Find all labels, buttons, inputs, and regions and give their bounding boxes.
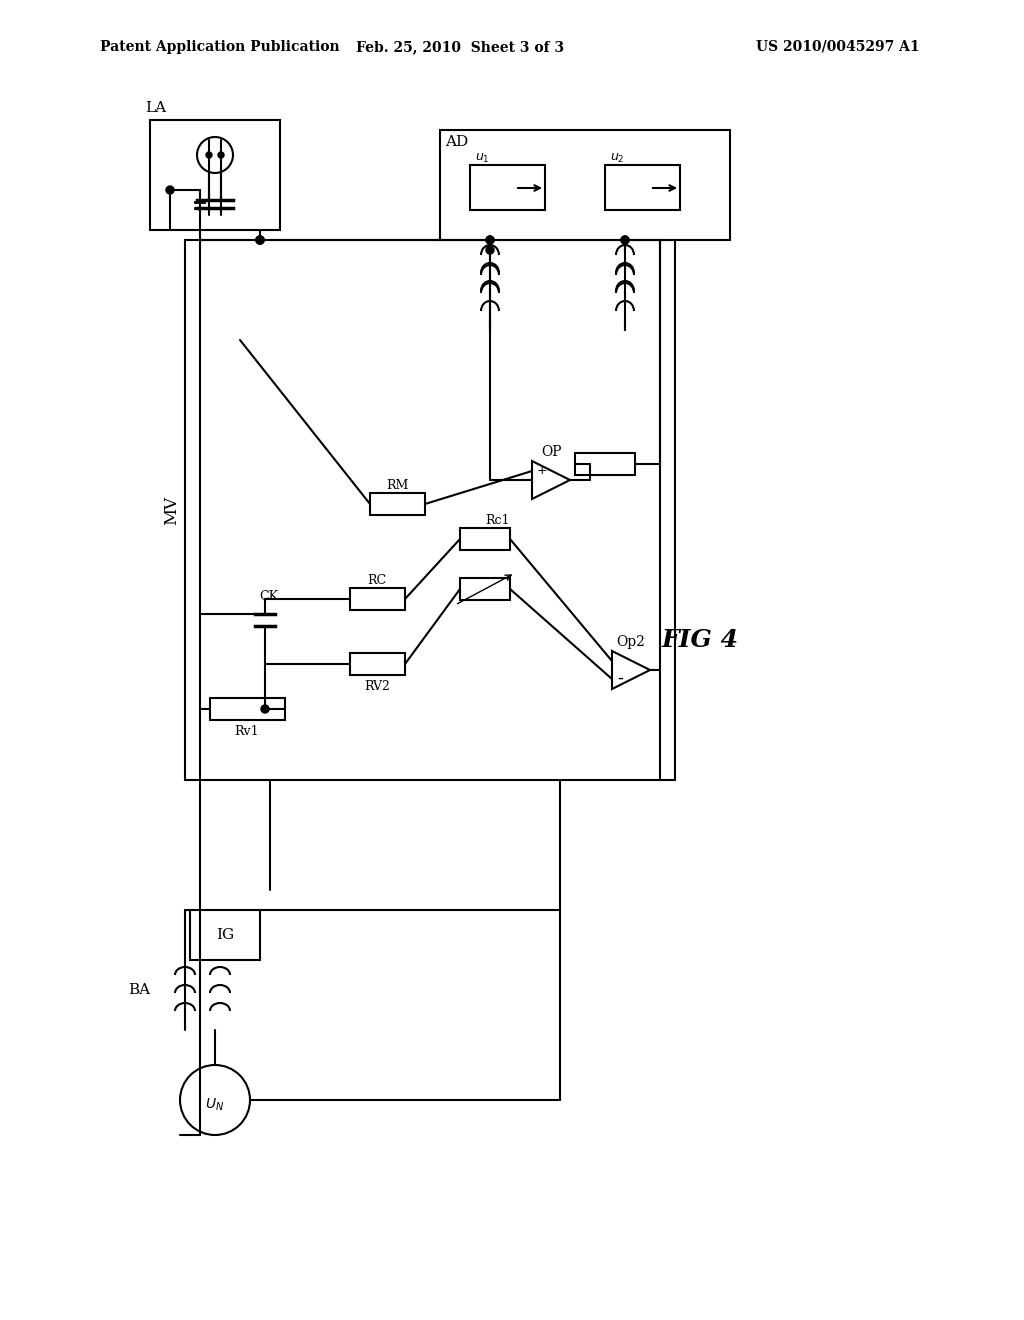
Text: LA: LA (145, 102, 166, 115)
Bar (150, 120, 280, 230)
Circle shape (486, 236, 494, 244)
Text: RC: RC (368, 574, 387, 587)
Circle shape (206, 152, 212, 158)
Text: Feb. 25, 2010  Sheet 3 of 3: Feb. 25, 2010 Sheet 3 of 3 (356, 40, 564, 54)
Text: OP: OP (541, 445, 561, 459)
Text: IG: IG (216, 928, 234, 942)
Text: Rv1: Rv1 (234, 725, 259, 738)
Text: Patent Application Publication: Patent Application Publication (100, 40, 340, 54)
Bar (575, 453, 635, 475)
Bar (350, 587, 406, 610)
Circle shape (256, 236, 264, 244)
Circle shape (256, 236, 264, 244)
Circle shape (166, 186, 174, 194)
Bar (440, 129, 730, 240)
Text: $u_1$: $u_1$ (475, 152, 489, 165)
Bar (185, 240, 675, 780)
Bar (470, 165, 545, 210)
Text: RM: RM (386, 479, 409, 492)
Text: BA: BA (128, 983, 150, 997)
Bar (460, 578, 510, 601)
Bar (460, 528, 510, 550)
Text: $u_2$: $u_2$ (610, 152, 625, 165)
Bar (350, 653, 406, 675)
Text: -: - (617, 669, 623, 686)
Circle shape (261, 705, 269, 713)
Text: CK: CK (259, 590, 279, 603)
Text: Rc1: Rc1 (485, 513, 510, 527)
Bar (190, 909, 260, 960)
Bar (605, 165, 680, 210)
Circle shape (256, 236, 264, 244)
Circle shape (486, 236, 494, 244)
Text: +: + (537, 463, 548, 477)
Bar (370, 492, 425, 515)
Text: AD: AD (445, 135, 468, 149)
Circle shape (621, 236, 629, 244)
Circle shape (621, 236, 629, 244)
Text: FIG 4: FIG 4 (662, 628, 738, 652)
Bar (210, 698, 285, 719)
Text: US 2010/0045297 A1: US 2010/0045297 A1 (757, 40, 920, 54)
Text: $U_N$: $U_N$ (206, 1097, 224, 1113)
Text: Op2: Op2 (616, 635, 645, 649)
Text: RV2: RV2 (365, 680, 390, 693)
Text: MV: MV (163, 495, 180, 524)
Circle shape (218, 152, 224, 158)
Circle shape (486, 246, 494, 253)
